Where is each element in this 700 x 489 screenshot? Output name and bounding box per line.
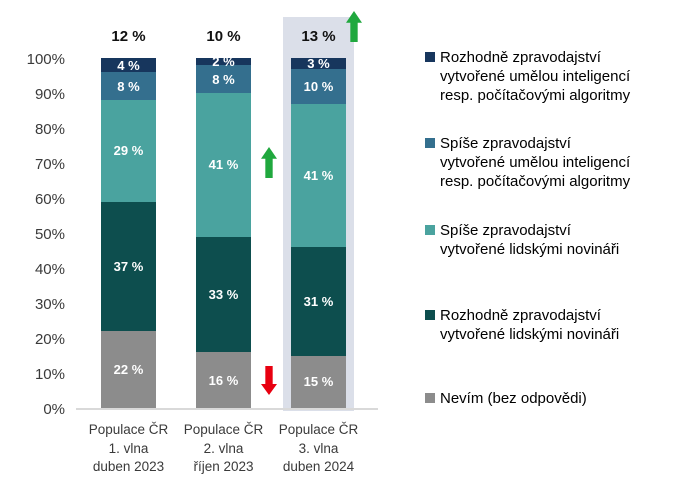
- ai-total-label: 13 %: [301, 28, 336, 45]
- legend-item: Nevím (bez odpovědi): [425, 389, 685, 408]
- y-tick-label: 10%: [34, 366, 65, 383]
- category-label: Populace ČR 1. vlna duben 2023: [88, 422, 169, 474]
- legend-swatch-icon: [425, 310, 435, 320]
- legend-label: Rozhodně zpravodajství vytvořené lidským…: [440, 307, 620, 343]
- y-tick-label: 40%: [34, 261, 65, 278]
- category-label: Populace ČR 2. vlna říjen 2023: [183, 422, 264, 474]
- segment-value-label: 22 %: [113, 362, 144, 377]
- bar-segment: 16 %: [196, 352, 251, 408]
- y-tick-label: 60%: [34, 191, 65, 208]
- y-tick-label: 30%: [34, 296, 65, 313]
- segment-value-label: 29 %: [113, 143, 144, 159]
- category-label: Populace ČR 3. vlna duben 2024: [278, 422, 359, 474]
- legend-swatch-icon: [425, 52, 435, 62]
- bar-segment: 29 %: [101, 100, 156, 202]
- legend-swatch-icon: [425, 225, 435, 235]
- bar-segment: 31 %: [291, 247, 346, 356]
- y-tick-label: 20%: [34, 331, 65, 348]
- y-tick-label: 80%: [34, 121, 65, 138]
- bar-segment: 41 %: [291, 103, 346, 247]
- segment-value-label: 3 %: [307, 55, 330, 71]
- legend-swatch-icon: [425, 393, 435, 403]
- legend-item: Spíše zpravodajství vytvořené umělou int…: [425, 134, 685, 191]
- segment-value-label: 16 %: [208, 372, 239, 388]
- bar-segment: 8 %: [196, 65, 251, 93]
- y-tick-label: 50%: [34, 226, 65, 243]
- bar-segment: 22 %: [101, 331, 156, 408]
- bar-column: 15 % 31 % 41 % 10 % 3 %: [291, 55, 346, 408]
- segment-value-label: 8 %: [117, 78, 140, 94]
- bar-segment: 37 %: [101, 201, 156, 331]
- legend-swatch-icon: [425, 138, 435, 148]
- segment-value-label: 41 %: [303, 167, 334, 183]
- y-tick-label: 100%: [26, 51, 65, 68]
- legend-item: Spíše zpravodajství vytvořené lidskými n…: [425, 221, 685, 259]
- legend-item: Rozhodně zpravodajství vytvořené umělou …: [425, 48, 685, 105]
- legend-item: Rozhodně zpravodajství vytvořené lidským…: [425, 306, 685, 344]
- segment-value-label: 41 %: [208, 157, 239, 173]
- y-tick-label: 0%: [43, 401, 65, 418]
- bar-segment: 4 %: [101, 57, 156, 73]
- legend-label: Nevím (bez odpovědi): [440, 390, 587, 407]
- ai-total-label: 10 %: [206, 28, 241, 45]
- bar-segment: 3 %: [291, 55, 346, 71]
- bar-segment: 41 %: [196, 93, 251, 237]
- legend-label: Rozhodně zpravodajství vytvořené umělou …: [440, 49, 631, 104]
- increase-arrow-icon: [261, 147, 277, 178]
- legend-label: Spíše zpravodajství vytvořené umělou int…: [440, 135, 631, 190]
- bar-segment: 8 %: [101, 72, 156, 100]
- segment-value-label: 33 %: [208, 286, 239, 302]
- ai-total-label: 12 %: [111, 28, 146, 45]
- bar-column: 22 % 37 % 29 % 8 % 4 %: [101, 58, 156, 408]
- y-tick-label: 70%: [34, 156, 65, 173]
- segment-value-label: 31 %: [303, 293, 334, 309]
- bar-segment: 2 %: [196, 54, 251, 69]
- legend-label: Spíše zpravodajství vytvořené lidskými n…: [440, 222, 620, 258]
- segment-value-label: 2 %: [212, 54, 235, 69]
- segment-value-label: 10 %: [303, 78, 334, 94]
- segment-value-label: 37 %: [113, 258, 144, 274]
- segment-value-label: 4 %: [117, 57, 140, 73]
- bar-segment: 33 %: [196, 236, 251, 352]
- y-tick-label: 90%: [34, 86, 65, 103]
- x-axis-line: [76, 408, 378, 410]
- segment-value-label: 8 %: [212, 71, 235, 87]
- decrease-arrow-icon: [261, 366, 277, 395]
- bar-column: 16 % 33 % 41 % 8 % 2 %: [196, 54, 251, 408]
- bar-segment: 15 %: [291, 355, 346, 408]
- segment-value-label: 15 %: [303, 374, 334, 390]
- bar-segment: 10 %: [291, 68, 346, 104]
